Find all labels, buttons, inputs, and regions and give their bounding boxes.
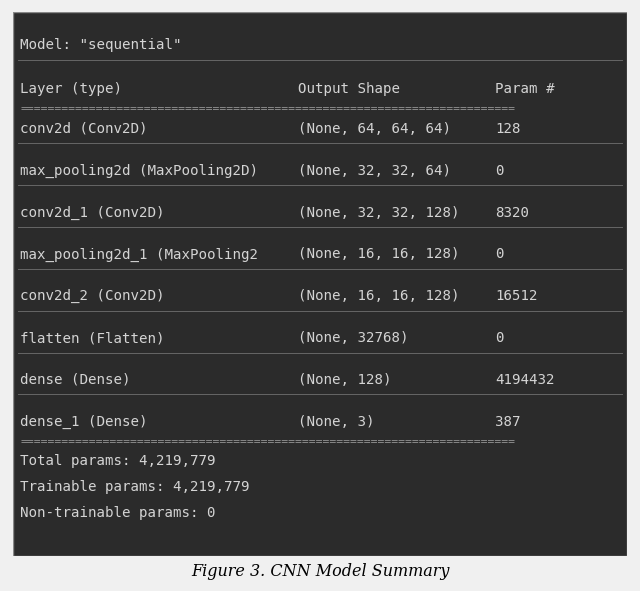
Text: Output Shape: Output Shape [298, 82, 401, 96]
Text: 387: 387 [495, 415, 520, 429]
Text: Trainable params: 4,219,779: Trainable params: 4,219,779 [20, 480, 250, 493]
Text: dense (Dense): dense (Dense) [20, 373, 131, 387]
Text: (None, 32768): (None, 32768) [298, 331, 409, 345]
Text: (None, 32, 32, 64): (None, 32, 32, 64) [298, 164, 451, 178]
Text: 0: 0 [495, 164, 504, 178]
Text: Total params: 4,219,779: Total params: 4,219,779 [20, 454, 216, 467]
Text: 16512: 16512 [495, 289, 538, 303]
Text: dense_1 (Dense): dense_1 (Dense) [20, 415, 148, 429]
Text: ========================================================================: ========================================… [20, 437, 515, 447]
Text: Figure 3. CNN Model Summary: Figure 3. CNN Model Summary [191, 563, 449, 580]
Text: Model: "sequential": Model: "sequential" [20, 38, 182, 52]
Text: max_pooling2d_1 (MaxPooling2: max_pooling2d_1 (MaxPooling2 [20, 248, 258, 261]
Text: (None, 128): (None, 128) [298, 373, 392, 387]
Text: (None, 16, 16, 128): (None, 16, 16, 128) [298, 248, 460, 261]
Text: conv2d_2 (Conv2D): conv2d_2 (Conv2D) [20, 289, 164, 303]
Text: 0: 0 [495, 248, 504, 261]
Text: (None, 16, 16, 128): (None, 16, 16, 128) [298, 289, 460, 303]
Text: Layer (type): Layer (type) [20, 82, 122, 96]
Text: flatten (Flatten): flatten (Flatten) [20, 331, 164, 345]
Text: max_pooling2d (MaxPooling2D): max_pooling2d (MaxPooling2D) [20, 164, 258, 178]
Text: ========================================================================: ========================================… [20, 104, 515, 113]
Text: (None, 3): (None, 3) [298, 415, 375, 429]
Text: conv2d_1 (Conv2D): conv2d_1 (Conv2D) [20, 206, 164, 220]
Text: (None, 32, 32, 128): (None, 32, 32, 128) [298, 206, 460, 220]
Text: 4194432: 4194432 [495, 373, 555, 387]
Text: conv2d (Conv2D): conv2d (Conv2D) [20, 122, 148, 136]
Text: 128: 128 [495, 122, 520, 136]
Text: 0: 0 [495, 331, 504, 345]
Text: Non-trainable params: 0: Non-trainable params: 0 [20, 506, 216, 519]
Text: 8320: 8320 [495, 206, 529, 220]
Text: (None, 64, 64, 64): (None, 64, 64, 64) [298, 122, 451, 136]
Text: Param #: Param # [495, 82, 555, 96]
